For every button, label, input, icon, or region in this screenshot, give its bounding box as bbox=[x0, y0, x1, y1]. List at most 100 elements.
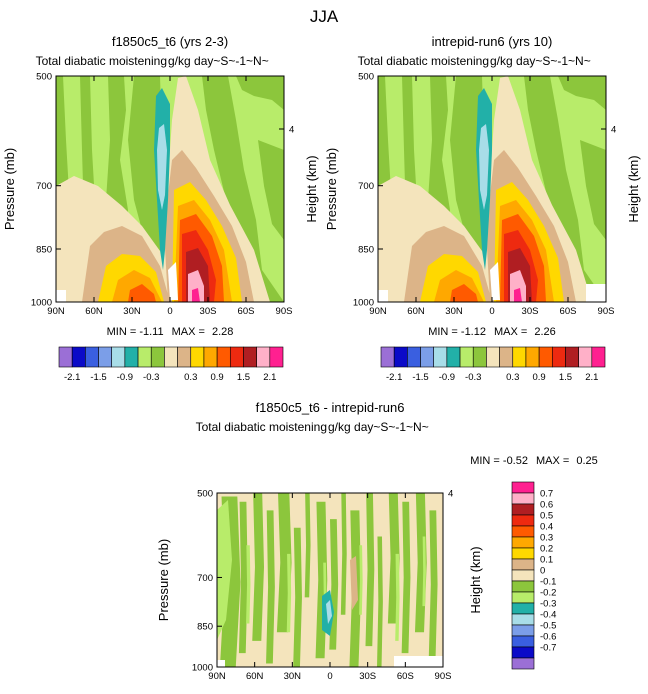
panel-3-minmax: MIN = -0.52 MAX = 0.25 bbox=[470, 455, 598, 467]
panel-2-colorbar-swatch bbox=[380, 346, 395, 368]
panel-1-x-axis: 90N 60N 30N 0 30S 60S 90S bbox=[47, 76, 292, 317]
panel-3-colorbar-label: 0.3 bbox=[540, 533, 553, 544]
panel-3-y-tick-label: 1000 bbox=[192, 663, 213, 674]
panel-1-y-tick-label: 1000 bbox=[31, 298, 52, 309]
panel-2-field-darkorange bbox=[450, 284, 478, 302]
panel-3-colorbar-label: -0.1 bbox=[540, 577, 556, 588]
panel-3-colorbar-label: 0 bbox=[540, 566, 545, 577]
panel-3-field-green-streak bbox=[286, 553, 292, 633]
panel-2-y-tick-label: 850 bbox=[358, 245, 374, 256]
panel-1-colorbar-swatch bbox=[85, 346, 99, 368]
panel-3-x-tick-label: 90N bbox=[208, 671, 226, 682]
panel-1-colorbar-label: -0.3 bbox=[143, 372, 159, 383]
panel-3-title: f1850c5_t6 - intrepid-run6 bbox=[256, 400, 405, 415]
panel-2-title: intrepid-run6 (yrs 10) bbox=[432, 34, 553, 49]
panel-1-y-tick-label: 850 bbox=[36, 245, 52, 256]
panel-2-colorbar-swatch bbox=[512, 346, 527, 368]
panel-1-colorbar-swatch bbox=[98, 346, 113, 368]
panel-2-colorbar-label: -0.3 bbox=[465, 372, 481, 383]
panel-3-colorbar-swatch bbox=[511, 580, 535, 593]
panel-3-colorbar-label: -0.6 bbox=[540, 632, 556, 643]
panel-1-colorbar-swatch bbox=[58, 346, 73, 368]
panel-1-colorbar-swatch bbox=[190, 346, 205, 368]
panel-1-field-topography bbox=[56, 290, 66, 302]
panel-2-x-tick-label: 30N bbox=[445, 306, 463, 317]
panel-2-colorbar-swatch bbox=[407, 346, 421, 368]
panel-3-colorbar: 0.70.60.50.40.30.20.10-0.1-0.2-0.3-0.4-0… bbox=[511, 481, 556, 670]
panel-1-colorbar-swatch bbox=[203, 346, 218, 368]
panel-2-field-topography bbox=[378, 290, 388, 302]
panel-3-colorbar-swatch bbox=[511, 514, 535, 527]
panel-2-x-tick-label: 60S bbox=[560, 306, 577, 317]
panel-2-colorbar: -2.1 -1.5 -0.9 -0.3 0.3 0.9 1.5 2.1 bbox=[380, 346, 606, 383]
panel-2-ylabel-right: Height (km) bbox=[626, 155, 641, 222]
panel-3-colorbar-label: -0.2 bbox=[540, 588, 556, 599]
panel-1-colorbar-label: -1.5 bbox=[90, 372, 106, 383]
panel-2-colorbar-swatch bbox=[525, 346, 540, 368]
panel-2-subtitle-units: g/kg day~S~-1~N~ bbox=[490, 54, 591, 68]
panel-3-colorbar-swatch bbox=[511, 635, 535, 648]
panel-3-field bbox=[217, 493, 443, 667]
panel-1-field bbox=[56, 76, 284, 302]
panel-2-x-axis: 90N 60N 30N 0 30S 60S 90S bbox=[369, 76, 614, 317]
panel-2-field-magenta bbox=[514, 288, 522, 302]
panel-3-colorbar-swatch bbox=[511, 481, 535, 494]
panel-1-max-label: MAX = bbox=[172, 326, 208, 338]
panel-2-colorbar-swatch bbox=[420, 346, 435, 368]
panel-3-ylabel-right: Height (km) bbox=[468, 546, 483, 613]
panel-2-colorbar-swatch bbox=[393, 346, 408, 368]
figure-title: JJA bbox=[310, 7, 339, 26]
panel-2-y-right-tick-label: 4 bbox=[611, 125, 616, 136]
panel-1-colorbar: -2.1 -1.5 -0.9 -0.3 0.3 0.9 1.5 2.1 bbox=[58, 346, 284, 383]
panel-1-ylabel: Pressure (mb) bbox=[2, 148, 17, 230]
panel-3-field-green-streak bbox=[246, 545, 251, 624]
panel-2-x-tick-label: 0 bbox=[489, 306, 494, 317]
panel-2-min-label: MIN = bbox=[428, 326, 461, 338]
panel-1-min-label: MIN = bbox=[107, 326, 140, 338]
panel-1-minmax: MIN = -1.11 MAX = 2.28 bbox=[107, 326, 234, 338]
panel-1-y-right-axis: 4 bbox=[279, 125, 294, 136]
panel-2: intrepid-run6 (yrs 10) Total diabatic mo… bbox=[324, 34, 641, 383]
panel-3-x-tick-label: 60S bbox=[397, 671, 414, 682]
panel-1-colorbar-swatch bbox=[229, 346, 244, 368]
panel-2-colorbar-label: 0.9 bbox=[533, 372, 546, 383]
panel-3-x-axis: 90N 60N 30N 0 30S 60S 90S bbox=[208, 493, 451, 682]
panel-3-field-green-streak bbox=[365, 493, 375, 647]
panel-3-colorbar-swatch bbox=[511, 547, 535, 560]
panel-2-colorbar-swatch bbox=[578, 346, 593, 368]
panel-1: f1850c5_t6 (yrs 2-3) Total diabatic mois… bbox=[2, 34, 319, 383]
panel-2-y-tick-label: 700 bbox=[358, 181, 374, 192]
panel-1-y-axis: 500 700 850 1000 bbox=[31, 72, 61, 309]
panel-2-subtitle: Total diabatic moistening bbox=[358, 54, 489, 68]
panel-3-colorbar-label: 0.1 bbox=[540, 555, 553, 566]
panel-1-colorbar-swatch bbox=[150, 346, 165, 368]
panel-3-y-tick-label: 500 bbox=[197, 489, 213, 500]
panel-2-y-tick-label: 500 bbox=[358, 72, 374, 83]
panel-1-colorbar-swatch bbox=[124, 346, 139, 368]
panel-3-field-green-streak bbox=[428, 510, 438, 659]
panel-3-field-green-streak bbox=[266, 510, 275, 664]
panel-1-colorbar-label: 0.3 bbox=[184, 372, 197, 383]
panel-3-colorbar-swatch bbox=[511, 525, 535, 538]
panel-3-colorbar-swatch bbox=[511, 492, 535, 505]
panel-3-field-green-streak bbox=[293, 527, 302, 667]
panel-2-colorbar-swatch bbox=[459, 346, 474, 368]
panel-1-colorbar-swatch bbox=[216, 346, 231, 368]
panel-2-field-band bbox=[558, 76, 606, 110]
panel-3-field-topography bbox=[217, 660, 225, 667]
panel-3-max-value: 0.25 bbox=[576, 455, 597, 467]
panel-3-colorbar-label: -0.4 bbox=[540, 610, 556, 621]
panel-1-field-band bbox=[258, 140, 284, 240]
panel-3-field-green-streak bbox=[422, 536, 426, 607]
panel-3-colorbar-swatch bbox=[511, 591, 535, 604]
panel-2-field-cyan bbox=[479, 124, 489, 210]
panel-2-colorbar-swatch bbox=[551, 346, 566, 368]
panel-3-colorbar-swatch bbox=[511, 503, 535, 516]
panel-3-x-tick-label: 90S bbox=[435, 671, 452, 682]
panel-3-colorbar-swatch bbox=[511, 613, 535, 626]
panel-1-colorbar-swatch bbox=[243, 346, 257, 368]
panel-1-min-value: -1.11 bbox=[139, 326, 163, 338]
panel-3-field-green-streak bbox=[395, 553, 400, 641]
panel-3-max-label: MAX = bbox=[536, 455, 572, 467]
panel-1-field-cyan bbox=[157, 124, 167, 210]
